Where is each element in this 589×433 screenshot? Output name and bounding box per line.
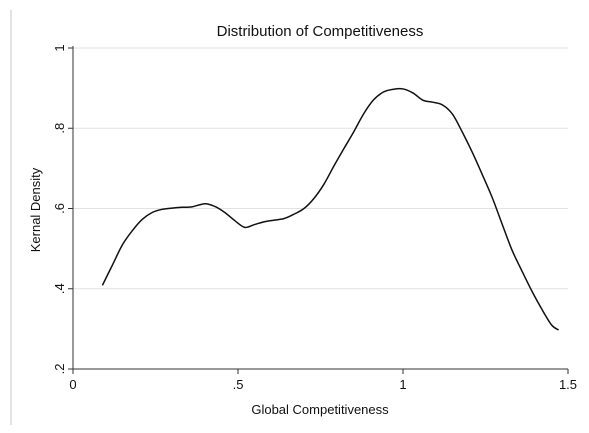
- chart-title: Distribution of Competitiveness: [217, 23, 424, 40]
- y-tick-label-3: .8: [52, 123, 67, 134]
- y-tick-label-0: .2: [52, 364, 67, 375]
- x-tick-label-2: 1: [399, 377, 406, 392]
- axis-layer: .2 .4 .6 .8 1 0 .5 1 1.5: [52, 44, 577, 392]
- x-tick-label-3: 1.5: [559, 377, 577, 392]
- y-tick-label-2: .6: [52, 203, 67, 214]
- y-tick-label-4: 1: [52, 44, 67, 51]
- x-axis-label: Global Competitiveness: [251, 402, 389, 417]
- density-line: [101, 87, 559, 331]
- x-tick-label-0: 0: [69, 377, 76, 392]
- y-tick-label-1: .4: [52, 283, 67, 294]
- y-axis-label: Kernal Density: [28, 167, 43, 252]
- x-tick-label-1: .5: [233, 377, 244, 392]
